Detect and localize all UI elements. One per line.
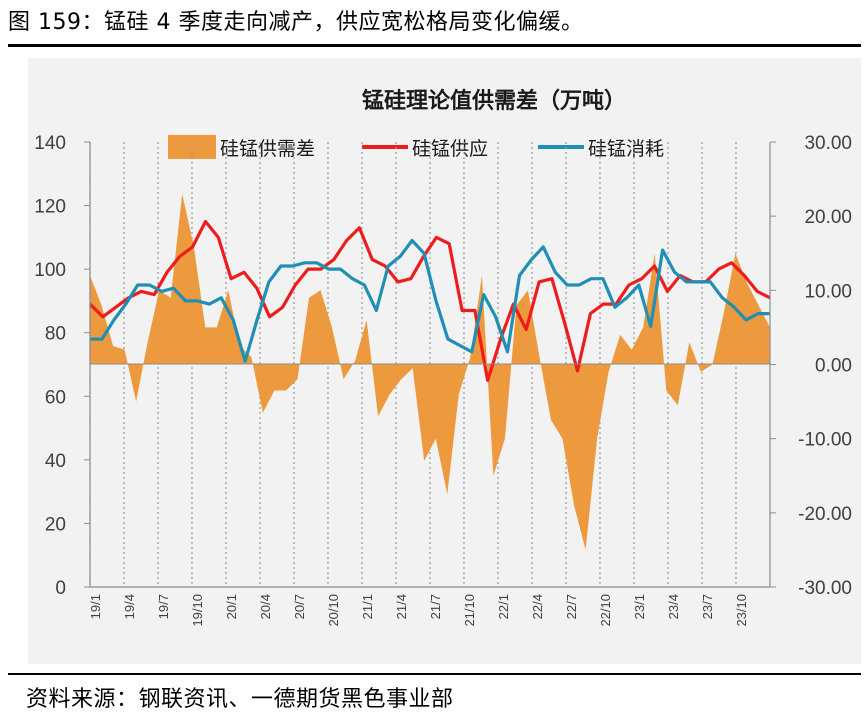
right-tick-label: 10.00 [804,281,852,302]
chart-title: 锰硅理论值供需差（万吨） [362,88,626,114]
x-tick-label: 21/10 [462,594,477,627]
left-tick-label: 40 [45,451,66,472]
source-note: 资料来源：钢联资讯、一德期货黑色事业部 [26,687,454,712]
left-tick-label: 140 [34,133,66,154]
legend: 硅锰供需差 硅锰供应 硅锰消耗 [168,135,664,160]
x-tick-label: 23/1 [632,594,647,619]
x-tick-label: 20/10 [326,594,341,627]
x-tick-label: 22/10 [598,594,613,627]
x-axis-ticks: 19/1 19/4 19/7 19/10 20/1 20/4 20/7 20/10 21/1 21… [88,594,749,627]
x-tick-label: 22/7 [564,594,579,619]
x-tick-label: 20/1 [224,594,239,619]
left-tick-label: 60 [45,387,66,408]
right-tick-label: -20.00 [798,504,852,525]
x-tick-label: 22/4 [530,594,545,619]
x-tick-label: 19/7 [156,594,171,619]
x-tick-label: 23/7 [700,594,715,619]
left-tick-label: 100 [34,260,66,281]
x-tick-label: 21/1 [360,594,375,619]
gap-area [90,193,770,550]
line-series [88,219,771,382]
figure-title: 图 159：锰硅 4 季度走向减产，供应宽松格局变化偏缓。 [8,10,584,35]
x-tick-label: 19/10 [190,594,205,627]
x-tick-label: 23/4 [666,594,681,619]
right-tick-label: 0.00 [815,356,852,377]
x-tick-label: 20/7 [292,594,307,619]
x-tick-label: 22/1 [496,594,511,619]
right-tick-label: -10.00 [798,430,852,451]
consumption-line [90,238,770,363]
left-tick-label: 0 [55,578,66,599]
gap-area-series [90,193,770,550]
left-tick-label: 20 [45,514,66,535]
left-tick-label: 120 [34,197,66,218]
supply-line [88,219,771,382]
right-tick-label: 30.00 [804,133,852,154]
x-tick-label: 21/4 [394,594,409,619]
x-tick-label: 21/7 [428,594,443,619]
right-tick-label: -30.00 [798,578,852,599]
bottom-rule [8,673,861,675]
right-axis-ticks: -30.00 -20.00 -10.00 0.00 10.00 20.00 30.00 [770,133,852,599]
x-tick-label: 19/1 [88,594,103,619]
legend-gap-label: 硅锰供需差 [220,138,315,160]
legend-supply-label: 硅锰供应 [412,138,488,160]
x-tick-label: 19/4 [122,594,137,619]
top-rule [8,44,861,47]
left-tick-label: 80 [45,324,66,345]
right-tick-label: 20.00 [804,207,852,228]
legend-consumption-label: 硅锰消耗 [588,138,664,160]
x-tick-label: 23/10 [734,594,749,627]
x-tick-label: 20/4 [258,594,273,619]
left-axis-ticks: 0 20 40 60 80 100 120 140 [34,133,90,599]
